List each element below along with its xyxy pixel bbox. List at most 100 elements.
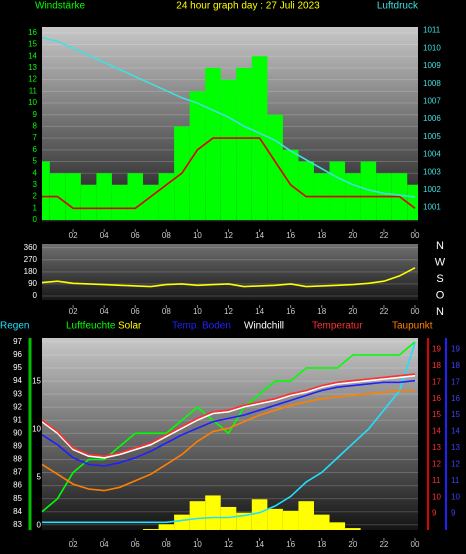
y-tick-label: 4 <box>33 168 38 177</box>
y-tick-label: 92 <box>13 402 22 411</box>
x-tick-label: 10 <box>193 231 202 240</box>
series-line <box>42 389 415 492</box>
y-tick-label: 14 <box>432 427 441 436</box>
chart-title: 24 hour graph day : 27 Juli 2023 <box>176 1 320 12</box>
y-tick-label: 1 <box>33 203 38 212</box>
x-tick-label: 10 <box>193 540 202 549</box>
y-tick-label: 1003 <box>423 167 441 176</box>
y-tick-label: 16 <box>451 394 460 403</box>
x-tick-label: 20 <box>348 540 357 549</box>
y-tick-label: 93 <box>13 389 22 398</box>
y-tick-label: 90 <box>28 279 37 288</box>
y-tick-label: 15 <box>32 376 41 385</box>
y-tick-label: 90 <box>13 428 22 437</box>
bar <box>127 173 144 220</box>
y-tick-label: 10 <box>432 492 441 501</box>
y-tick-label: 0 <box>37 520 42 529</box>
bar <box>158 173 175 220</box>
y-tick-label: 1006 <box>423 114 441 123</box>
bar <box>205 67 221 220</box>
y-tick-label: 15 <box>451 410 460 419</box>
y-tick-label: 15 <box>432 410 441 419</box>
y-tick-label: 19 <box>432 345 441 354</box>
x-tick-label: 22 <box>379 540 388 549</box>
x-tick-label: 06 <box>131 307 140 316</box>
x-tick-label: 08 <box>162 231 171 240</box>
y-tick-label: 18 <box>451 361 460 370</box>
y-tick-label: 14 <box>451 427 460 436</box>
bar <box>360 161 377 220</box>
bar <box>189 91 206 220</box>
legend-label: Luftdruck <box>377 1 419 12</box>
y-tick-label: 10 <box>32 424 41 433</box>
series-line <box>42 36 416 198</box>
y-tick-label: 83 <box>13 520 22 529</box>
series-line <box>42 267 416 288</box>
y-tick-label: 16 <box>28 28 37 37</box>
y-tick-label: 9 <box>33 110 38 119</box>
bar <box>220 79 237 221</box>
y-tick-label: 1002 <box>423 185 441 194</box>
y-tick-label: 7 <box>33 133 38 142</box>
y-tick-label: 1008 <box>423 79 441 88</box>
bar <box>329 522 346 530</box>
y-tick-label: 17 <box>432 377 441 386</box>
x-tick-label: 16 <box>286 231 295 240</box>
y-tick-label: 19 <box>451 345 460 354</box>
x-tick-label: 18 <box>317 540 326 549</box>
plot-area <box>42 244 418 300</box>
y-tick-label: 16 <box>432 394 441 403</box>
bar <box>282 510 299 530</box>
bar <box>143 184 159 220</box>
bar <box>267 508 283 530</box>
y-tick-label: 1011 <box>423 26 441 35</box>
x-tick-label: 14 <box>255 231 264 240</box>
y-tick-label: 5 <box>37 472 42 481</box>
x-tick-label: 04 <box>100 540 109 549</box>
bar <box>298 161 314 220</box>
y-tick-label: 11 <box>432 476 441 485</box>
x-tick-label: 18 <box>317 231 326 240</box>
y-tick-label: 1010 <box>423 43 441 52</box>
y-tick-label: 1004 <box>423 150 441 159</box>
series-line <box>42 379 416 467</box>
bar <box>220 506 237 530</box>
y-tick-label: 89 <box>13 442 22 451</box>
series-line <box>42 373 416 458</box>
y-tick-label: 96 <box>13 350 22 359</box>
x-tick-label: 06 <box>131 231 140 240</box>
x-tick-label: 22 <box>379 231 388 240</box>
bar <box>236 67 252 220</box>
y-tick-label: W <box>435 256 446 268</box>
y-tick-label: 1009 <box>423 61 441 70</box>
bar <box>329 161 346 220</box>
y-tick-label: N <box>436 240 444 252</box>
y-tick-label: 87 <box>13 468 22 477</box>
x-tick-label: 00 <box>411 540 420 549</box>
legend-label: Taupunkt <box>392 321 433 332</box>
legend-label: Solar <box>118 321 142 332</box>
x-tick-label: 04 <box>100 307 109 316</box>
bar <box>345 528 361 530</box>
bar <box>111 184 128 220</box>
y-tick-label: 0 <box>33 291 38 300</box>
x-tick-label: 08 <box>162 540 171 549</box>
x-tick-label: 06 <box>131 540 140 549</box>
bar <box>267 114 283 220</box>
bar <box>65 173 81 220</box>
x-tick-label: 12 <box>224 540 233 549</box>
bar <box>189 501 206 530</box>
y-tick-label: 11 <box>451 476 460 485</box>
y-tick-label: 12 <box>432 459 441 468</box>
y-tick-label: 270 <box>24 255 38 264</box>
y-tick-label: 6 <box>33 145 38 154</box>
legend-label: Windstärke <box>35 1 85 12</box>
y-tick-label: 13 <box>28 63 37 72</box>
bar <box>407 184 418 220</box>
y-tick-label: O <box>436 289 445 301</box>
plot-area <box>42 338 418 530</box>
x-tick-label: 00 <box>411 231 420 240</box>
series-line <box>42 137 416 210</box>
